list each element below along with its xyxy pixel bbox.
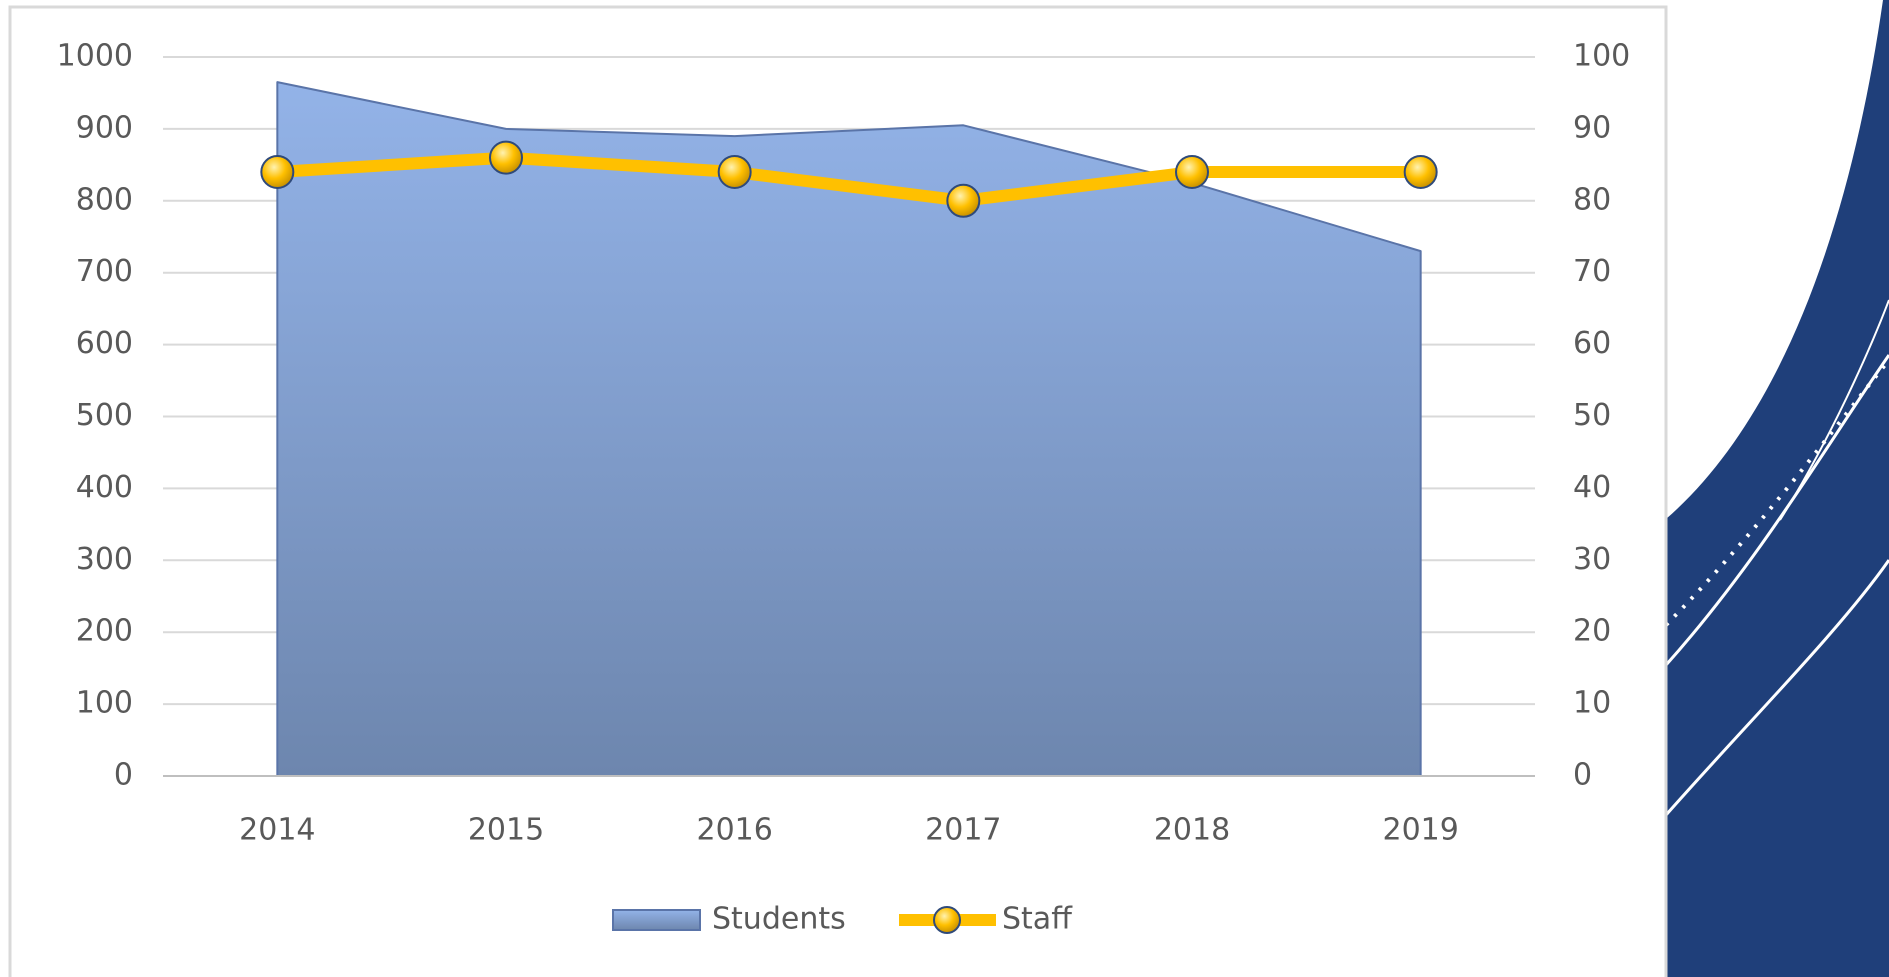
y2-tick-label: 90 [1573, 110, 1611, 145]
legend-swatch [934, 907, 960, 933]
y-tick-label: 900 [76, 110, 133, 145]
y-tick-label: 800 [76, 182, 133, 217]
legend-swatch [613, 910, 700, 930]
y-tick-label: 1000 [57, 39, 133, 74]
y2-tick-label: 100 [1573, 39, 1630, 74]
y2-tick-label: 50 [1573, 398, 1611, 433]
x-tick-label: 2016 [696, 813, 772, 848]
marker [1176, 156, 1208, 188]
marker [1405, 156, 1437, 188]
y-tick-label: 400 [76, 470, 133, 505]
y2-tick-label: 40 [1573, 470, 1611, 505]
x-tick-label: 2017 [925, 813, 1001, 848]
y2-tick-label: 20 [1573, 614, 1611, 649]
decoration [1666, 0, 1889, 977]
y2-tick-label: 80 [1573, 182, 1611, 217]
marker [261, 156, 293, 188]
x-tick-label: 2014 [239, 813, 315, 848]
y2-tick-label: 30 [1573, 542, 1611, 577]
chart: 0 100 200 300 400 500 600 700 800 900 1000 0 10 20 30 4… [0, 0, 1889, 977]
x-tick-label: 2015 [468, 813, 544, 848]
legend-label: Students [712, 902, 846, 937]
x-tick-label: 2018 [1154, 813, 1230, 848]
marker [490, 142, 522, 174]
y2-tick-label: 70 [1573, 254, 1611, 289]
y2-tick-label: 60 [1573, 326, 1611, 361]
y-tick-label: 0 [114, 758, 133, 793]
y-tick-label: 300 [76, 542, 133, 577]
y-tick-label: 200 [76, 614, 133, 649]
y-tick-label: 500 [76, 398, 133, 433]
y-tick-label: 100 [76, 686, 133, 721]
x-tick-label: 2019 [1382, 813, 1458, 848]
marker [719, 156, 751, 188]
marker [947, 185, 979, 217]
y-tick-label: 600 [76, 326, 133, 361]
y2-tick-label: 0 [1573, 758, 1592, 793]
y2-tick-label: 10 [1573, 686, 1611, 721]
y-tick-label: 700 [76, 254, 133, 289]
legend-label: Staff [1002, 902, 1073, 937]
